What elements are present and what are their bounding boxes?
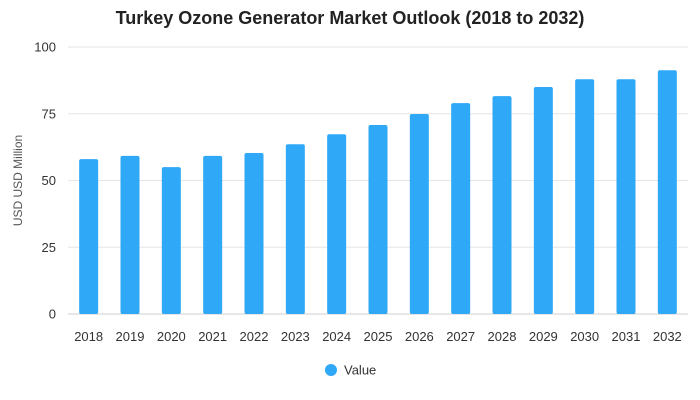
bar [244, 152, 264, 314]
y-axis: 0 25 50 75 100 [34, 40, 56, 322]
bar [368, 124, 388, 315]
bar [616, 79, 636, 314]
x-tick-label: 2031 [612, 329, 641, 344]
bar [327, 134, 347, 314]
x-tick-label: 2032 [653, 329, 682, 344]
bar [161, 167, 181, 314]
y-tick-label: 100 [34, 40, 56, 55]
y-tick-label: 50 [42, 173, 56, 188]
x-axis: 2018 2019 2020 2021 2022 2023 2024 2025 2026 2027… [74, 329, 682, 344]
x-tick-label: 2020 [157, 329, 186, 344]
x-tick-label: 2030 [570, 329, 599, 344]
x-tick-label: 2028 [488, 329, 517, 344]
x-tick-label: 2023 [281, 329, 310, 344]
y-axis-title: USD USD Million [11, 135, 25, 226]
y-tick-label: 0 [49, 307, 56, 322]
y-tick-label: 25 [42, 240, 56, 255]
x-tick-label: 2021 [198, 329, 227, 344]
x-tick-label: 2026 [405, 329, 434, 344]
x-tick-label: 2018 [74, 329, 103, 344]
bars [79, 70, 677, 315]
bar [451, 103, 471, 314]
bar [657, 70, 677, 314]
x-tick-label: 2024 [322, 329, 351, 344]
x-tick-label: 2022 [240, 329, 269, 344]
x-tick-label: 2019 [116, 329, 145, 344]
legend-label: Value [344, 363, 376, 378]
x-tick-label: 2027 [446, 329, 475, 344]
bar [492, 96, 512, 315]
bar [575, 79, 595, 314]
y-tick-label: 75 [42, 106, 56, 121]
bar [79, 159, 99, 314]
bar [203, 155, 223, 314]
x-tick-label: 2025 [364, 329, 393, 344]
legend-marker [325, 364, 337, 376]
chart-title: Turkey Ozone Generator Market Outlook (2… [115, 8, 585, 28]
bar [533, 87, 553, 314]
x-tick-label: 2029 [529, 329, 558, 344]
bar [120, 155, 140, 314]
bar [285, 144, 305, 314]
legend: Value [325, 363, 376, 378]
bar [409, 114, 429, 314]
